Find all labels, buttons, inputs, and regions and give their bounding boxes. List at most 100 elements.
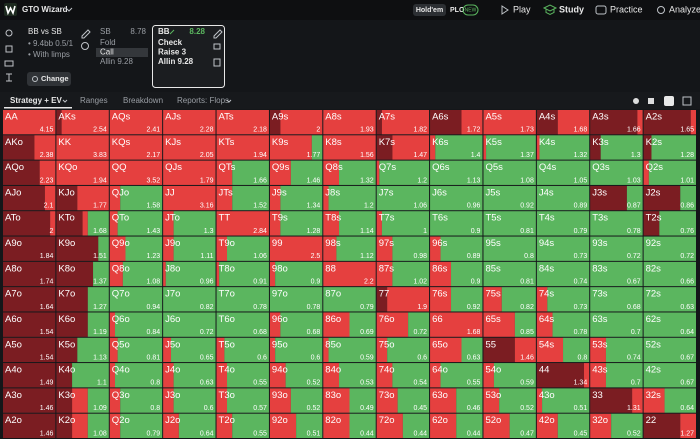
lock-icon[interactable] [213,43,221,50]
hand-ev: 1.28 [680,152,694,159]
hand-ev: 0.85 [520,329,534,336]
hand-label: K3o [58,390,75,401]
tab[interactable]: Breakdown [123,96,163,105]
strategy-segment [39,160,56,185]
game-tab[interactable]: Hold'em [416,7,443,14]
hand-ev: 1.66 [253,177,267,184]
hand-label: Q8o [112,263,130,274]
node-action[interactable]: Check [158,38,183,47]
strategy-segment [163,337,172,363]
icon[interactable] [633,98,639,104]
strategy-segment [605,363,643,388]
gear-icon [32,76,38,82]
node-player[interactable]: BB [158,27,170,36]
strategy-segment [536,185,590,211]
hand-ev: 0.78 [307,304,321,311]
hand-ev: 0.9 [311,278,321,285]
icon[interactable] [664,96,674,106]
hand-ev: 0.44 [413,430,427,437]
hand-ev: 1.11 [200,253,213,260]
side-icons [4,29,14,82]
strategy-segment [3,110,56,135]
hand-label: 52s [646,339,662,350]
spot-title: BB vs SB [28,27,62,36]
book-icon[interactable] [213,58,221,67]
icon[interactable] [648,98,654,104]
hand-ev: 0.69 [360,329,374,336]
hand-label: AKo [5,137,23,148]
active-node[interactable] [152,25,225,88]
strategy-segment [216,312,269,337]
strategy-segment [163,388,174,413]
node-action[interactable]: Fold [100,38,116,47]
nav-link[interactable]: Play [513,4,531,14]
node-action[interactable]: Allin 9.28 [158,57,194,66]
strategy-segment [643,413,681,438]
tab[interactable]: Ranges [80,96,108,105]
strategy-segment [311,135,323,160]
icon[interactable] [5,45,13,53]
hand-label: J2s [646,187,661,198]
info-icon[interactable] [81,42,89,50]
edit-icon[interactable] [213,29,223,39]
change-label[interactable]: Change [41,74,69,83]
node-action[interactable]: Call [100,48,114,57]
hand-label: T7o [219,289,235,300]
chevron [65,7,73,12]
strategy-segment [34,135,56,160]
icon[interactable] [682,96,692,106]
change-button[interactable] [27,72,71,86]
node-action[interactable]: Allin 9.28 [100,57,133,66]
strategy-segment [435,135,483,160]
hand-ev: 0.59 [520,380,534,387]
tab[interactable]: Reports: Flops [177,96,229,105]
hand-label: T2o [219,415,235,426]
strategy-segment [163,211,174,236]
hand-ev: 0.67 [680,354,694,361]
strategy-segment [583,363,590,388]
hand-ev: 0.86 [680,203,694,210]
nav-link[interactable]: Analyze [669,4,700,14]
hand-label: 73o [379,390,395,401]
hand-ev: 2.28 [200,127,214,134]
node-player[interactable]: SB [100,27,111,36]
badge-box [462,4,479,16]
icon[interactable] [4,60,14,67]
strategy-segment [232,185,269,211]
strategy-segment [483,236,536,261]
brand[interactable]: GTO Wizard [22,5,68,14]
hand-ev: 0.52 [307,405,321,412]
strategy-segment [376,185,430,211]
hand-ev: 1.09 [93,405,107,412]
hand-ev: 0.49 [360,405,374,412]
strategy-segment [483,135,487,160]
hand-ev: 1.37 [93,278,107,285]
icon[interactable] [5,29,13,37]
game-tab[interactable]: PLO [450,7,465,14]
edit-icon[interactable] [81,29,91,39]
hand-ev: 0.67 [627,278,641,285]
strategy-segment [269,388,291,413]
hand-label: T2s [646,213,662,224]
strategy-segment [109,211,118,236]
strategy-segment [269,135,312,160]
tab-active[interactable]: Strategy + EV [10,96,62,105]
hand-label: 87s [379,263,395,274]
top-bar [0,0,700,20]
icon[interactable] [6,73,12,82]
tab-underline [4,107,72,109]
nav-link[interactable]: Practice [610,4,643,14]
hand-label: A2o [5,415,22,426]
hand-label: T4s [539,213,555,224]
hand-label: TT [219,213,231,224]
hand-ev: 2.2 [364,278,374,285]
hand-ev: 0.63 [680,304,694,311]
hand-label: Q3o [112,390,130,401]
strategy-segment [483,337,515,363]
nav-link-active[interactable]: Study [559,4,584,14]
strategy-segment [163,110,216,135]
node-action[interactable]: Raise 3 [158,48,187,57]
strategy-segment [536,211,590,236]
hand-ev: 0.98 [413,253,427,260]
hand-label: 83o [325,390,341,401]
